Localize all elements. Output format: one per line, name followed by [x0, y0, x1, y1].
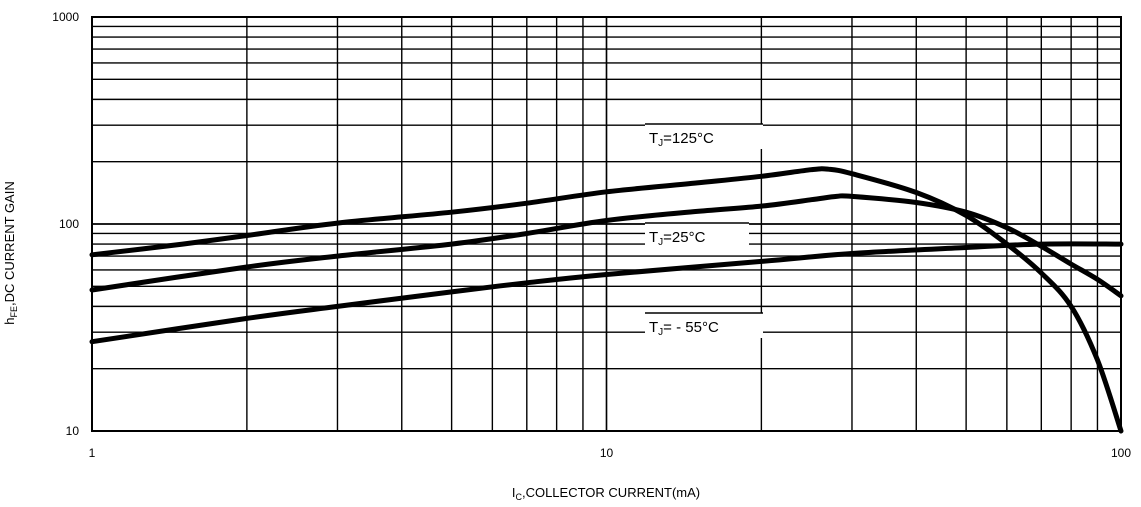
x-tick-label: 1 [89, 446, 96, 460]
series-label: TJ=25°C [649, 229, 706, 248]
y-axis-title-rest: ,DC CURRENT GAIN [2, 181, 17, 306]
series-labels: TJ=125°CTJ=25°CTJ= - 55°C [645, 123, 763, 338]
y-tick-label: 100 [59, 217, 79, 231]
x-axis-title-main: I [512, 485, 516, 500]
x-axis-title-sub: C [515, 492, 522, 502]
series-label-rest: =125°C [663, 130, 714, 147]
series-lines [89, 166, 1124, 434]
series-label-main: T [649, 319, 658, 336]
series-label-background [645, 124, 763, 149]
x-tick-label: 10 [600, 446, 614, 460]
series-label-sub: J [658, 138, 663, 149]
series-label-background [645, 313, 763, 338]
series-line-2 [89, 241, 1124, 345]
series-label-main: T [649, 130, 658, 147]
plot-frame [91, 16, 1122, 432]
series-line-0 [89, 166, 1124, 434]
y-axis-title: hFE,DC CURRENT GAIN [2, 181, 19, 324]
series-label: TJ=125°C [649, 130, 714, 149]
y-tick-label: 1000 [52, 10, 79, 24]
series-label-main: T [649, 229, 658, 246]
series-label-background [645, 223, 749, 248]
series-label-rest: = - 55°C [663, 319, 719, 336]
y-axis-title-main: h [2, 318, 17, 325]
series-label-rest: =25°C [663, 229, 705, 246]
y-axis-title-sub: FE [9, 306, 19, 318]
y-tick-label: 10 [66, 424, 80, 438]
grid [91, 16, 1122, 432]
x-axis-title-rest: ,COLLECTOR CURRENT(mA) [522, 485, 700, 500]
series-label-sub: J [658, 327, 663, 338]
series-label: TJ= - 55°C [649, 319, 719, 338]
series-label-sub: J [658, 237, 663, 248]
tick-labels: 1 10 100 10 100 1000 [52, 10, 1131, 460]
x-axis-title: IC,COLLECTOR CURRENT(mA) [512, 485, 700, 502]
x-tick-label: 100 [1111, 446, 1131, 460]
